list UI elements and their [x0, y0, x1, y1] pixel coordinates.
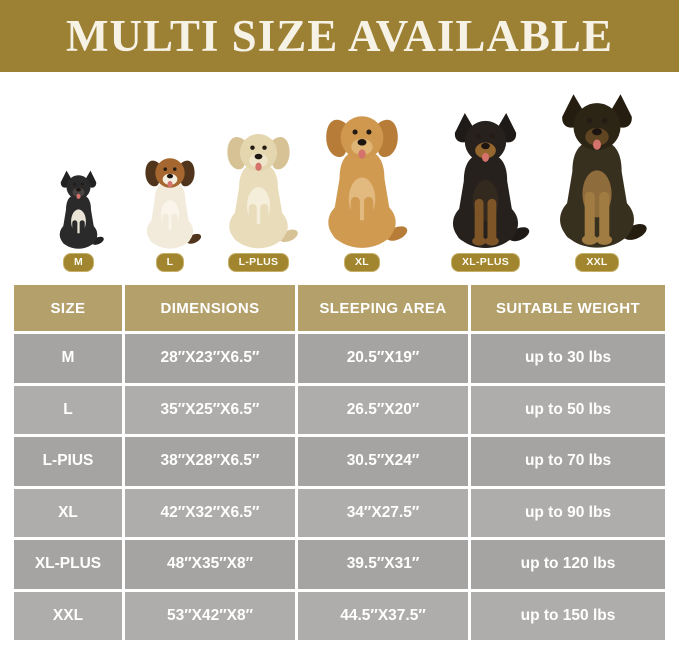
table-cell: 38″X28″X6.5″ [125, 437, 295, 486]
size-badge-xxl: XXL [575, 253, 619, 272]
table-cell: 30.5″X24″ [298, 437, 468, 486]
table-cell: 53″X42″X8″ [125, 591, 295, 640]
table-cell: 26.5″X20″ [298, 385, 468, 434]
cream-golden-retriever-icon [214, 126, 303, 250]
size-badge-m: M [62, 253, 95, 272]
column-header-suitable-weight: SUITABLE WEIGHT [471, 285, 665, 331]
table-cell: up to 30 lbs [471, 334, 665, 383]
table-cell: 42″X32″X6.5″ [125, 488, 295, 537]
column-header-size: SIZE [14, 285, 122, 331]
table-cell: 20.5″X19″ [298, 334, 468, 383]
size-badge-l-plus: L-PLUS [227, 253, 290, 272]
table-cell: up to 90 lbs [471, 488, 665, 537]
table-cell: L [14, 385, 122, 434]
dog-column-xl: XL [311, 107, 413, 272]
table-cell: 34″X27.5″ [298, 488, 468, 537]
size-table: SIZE DIMENSIONS SLEEPING AREA SUITABLE W… [14, 285, 665, 640]
dog-column-l-plus: L-PLUS [214, 126, 303, 272]
table-cell: up to 120 lbs [471, 540, 665, 589]
title-banner: MULTI SIZE AVAILABLE [0, 0, 679, 72]
table-cell: 48″X35″X8″ [125, 540, 295, 589]
dog-column-l: L [135, 152, 205, 272]
column-header-sleeping-area: SLEEPING AREA [298, 285, 468, 331]
french-bulldog-icon [50, 170, 107, 250]
table-cell: up to 70 lbs [471, 437, 665, 486]
size-badge-xl: XL [343, 253, 381, 272]
page-title: MULTI SIZE AVAILABLE [66, 11, 613, 61]
dog-column-xl-plus: XL-PLUS [436, 112, 535, 272]
table-cell: up to 150 lbs [471, 591, 665, 640]
table-cell: 39.5″X31″ [298, 540, 468, 589]
table-cell: up to 50 lbs [471, 385, 665, 434]
dog-size-showcase: M L L-PLUS XL XL-PLUS XXL [0, 72, 679, 285]
dog-column-m: M [50, 170, 107, 272]
beagle-icon [135, 152, 205, 250]
golden-retriever-icon [311, 107, 413, 250]
table-cell: M [14, 334, 122, 383]
german-shepherd-icon [541, 93, 653, 250]
size-badge-xl-plus: XL-PLUS [450, 253, 521, 272]
doberman-icon [436, 112, 535, 250]
column-header-dimensions: DIMENSIONS [125, 285, 295, 331]
table-cell: 35″X25″X6.5″ [125, 385, 295, 434]
dog-column-xxl: XXL [541, 93, 653, 272]
table-cell: XXL [14, 591, 122, 640]
table-cell: 28″X23″X6.5″ [125, 334, 295, 383]
table-cell: XL [14, 488, 122, 537]
size-badge-l: L [155, 253, 185, 272]
table-cell: 44.5″X37.5″ [298, 591, 468, 640]
table-cell: XL-PLUS [14, 540, 122, 589]
table-cell: L-PIUS [14, 437, 122, 486]
